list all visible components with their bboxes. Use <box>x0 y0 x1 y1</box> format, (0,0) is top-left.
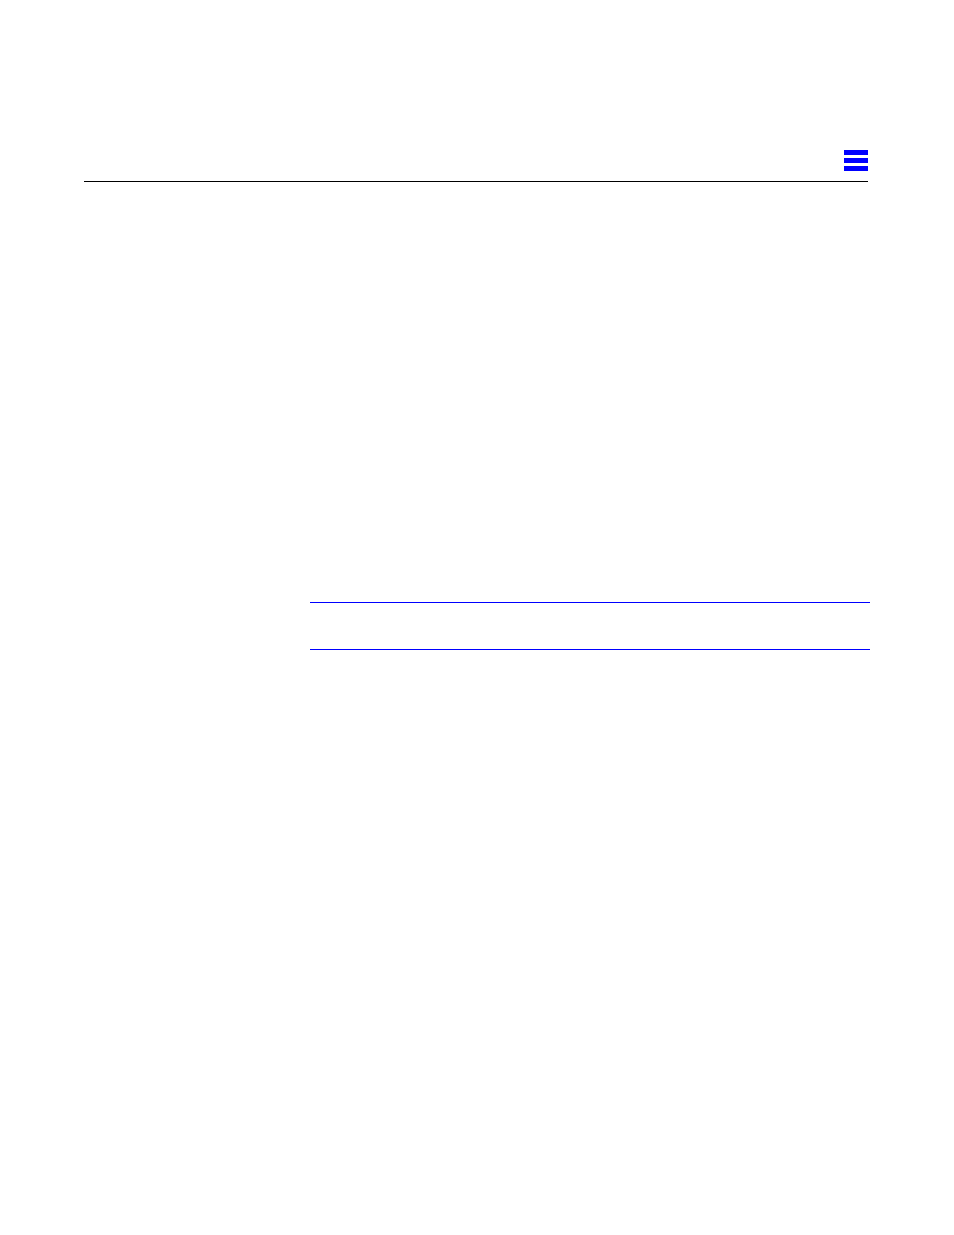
content-rule-1 <box>310 602 870 603</box>
document-page <box>0 0 954 1235</box>
content-rule-2 <box>310 649 870 650</box>
menu-bar <box>844 158 868 163</box>
menu-icon[interactable] <box>844 150 868 171</box>
menu-bar <box>844 150 868 155</box>
header-divider <box>84 181 868 182</box>
menu-bar <box>844 166 868 171</box>
